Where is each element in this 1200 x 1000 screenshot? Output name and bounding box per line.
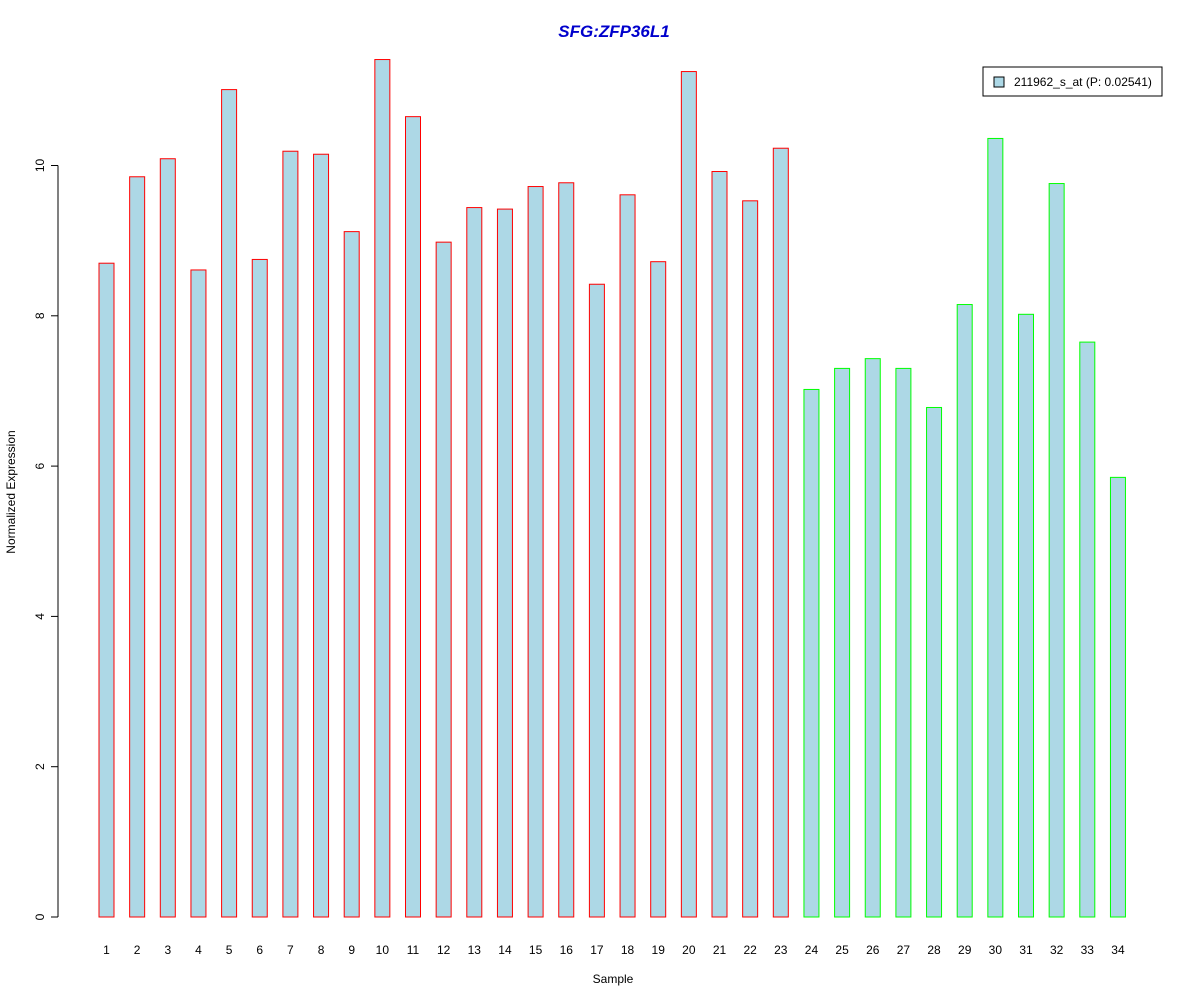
bar-sample-19 (650, 261, 667, 918)
y-tick-label: 10 (33, 159, 47, 173)
x-tick-label: 26 (866, 943, 880, 957)
bar-sample-16 (558, 182, 575, 918)
bar-sample-10 (374, 59, 391, 918)
bar-sample-17 (588, 283, 605, 918)
bar-sample-13 (466, 207, 483, 918)
bar-sample-23 (772, 147, 789, 918)
x-tick-label: 1 (103, 943, 110, 957)
x-tick-label: 10 (376, 943, 390, 957)
bar-sample-11 (405, 116, 421, 918)
bar-sample-4 (190, 269, 207, 918)
bar-sample-14 (496, 208, 513, 918)
legend: 211962_s_at (P: 0.02541) (982, 66, 1163, 97)
x-tick-label: 16 (560, 943, 574, 957)
bar-sample-30 (987, 137, 1004, 918)
x-tick-label: 14 (498, 943, 512, 957)
x-tick-label: 4 (195, 943, 202, 957)
bar-sample-25 (834, 367, 851, 918)
x-axis-label: Sample (593, 972, 634, 986)
bar-sample-1 (98, 262, 115, 918)
bar-sample-2 (129, 176, 146, 918)
x-tick-label: 25 (835, 943, 849, 957)
bar-sample-27 (895, 367, 912, 918)
x-tick-label: 27 (897, 943, 911, 957)
bar-sample-29 (956, 304, 973, 918)
bar-sample-3 (159, 158, 176, 918)
x-tick-label: 24 (805, 943, 819, 957)
x-tick-label: 2 (134, 943, 141, 957)
x-tick-label: 13 (468, 943, 482, 957)
x-tick-label: 5 (226, 943, 233, 957)
x-tick-label: 19 (652, 943, 666, 957)
x-tick-label: 6 (256, 943, 263, 957)
bar-sample-8 (313, 153, 330, 918)
bar-sample-33 (1079, 341, 1096, 918)
bar-sample-9 (343, 231, 360, 918)
y-tick-label: 8 (33, 312, 47, 319)
x-tick-label: 34 (1111, 943, 1125, 957)
x-tick-label: 29 (958, 943, 972, 957)
y-tick-label: 0 (33, 913, 47, 920)
x-tick-label: 15 (529, 943, 543, 957)
bar-sample-31 (1018, 313, 1034, 918)
legend-label: 211962_s_at (P: 0.02541) (1014, 75, 1152, 89)
y-axis-label: Normalized Expression (4, 430, 18, 553)
x-tick-label: 21 (713, 943, 727, 957)
x-tick-label: 28 (927, 943, 941, 957)
y-tick-label: 2 (33, 763, 47, 770)
x-tick-label: 8 (318, 943, 325, 957)
bar-sample-28 (926, 406, 943, 918)
x-tick-label: 33 (1081, 943, 1095, 957)
bar-sample-15 (527, 186, 544, 918)
x-tick-labels: 1 2 3 4 5 6 7 8 9 10 11 12 13 14 15 16 17 18 19 20 21 22 23 24 2… (103, 943, 1125, 957)
x-tick-label: 22 (743, 943, 757, 957)
legend-swatch (993, 76, 1005, 88)
x-tick-label: 9 (348, 943, 355, 957)
x-tick-label: 30 (989, 943, 1003, 957)
bar-sample-5 (221, 89, 238, 918)
bar-sample-32 (1048, 183, 1065, 918)
x-tick-label: 7 (287, 943, 294, 957)
x-tick-label: 23 (774, 943, 788, 957)
bar-sample-26 (864, 358, 881, 918)
x-tick-label: 32 (1050, 943, 1064, 957)
bar-sample-12 (435, 241, 452, 918)
x-tick-label: 18 (621, 943, 635, 957)
chart-title: SFG:ZFP36L1 (558, 22, 669, 41)
bar-sample-18 (619, 194, 636, 918)
x-tick-label: 3 (164, 943, 171, 957)
y-axis: 0 2 4 6 8 10 (33, 159, 59, 920)
x-tick-label: 11 (407, 943, 420, 957)
x-tick-label: 17 (590, 943, 604, 957)
bars-group (98, 59, 1126, 918)
bar-sample-21 (711, 171, 728, 918)
x-tick-label: 12 (437, 943, 451, 957)
bar-sample-24 (803, 388, 820, 918)
bar-sample-20 (680, 71, 697, 918)
y-tick-label: 4 (33, 613, 47, 620)
legend-box (982, 66, 1163, 97)
bar-sample-22 (742, 200, 759, 918)
x-tick-label: 20 (682, 943, 696, 957)
x-tick-label: 31 (1019, 943, 1033, 957)
bar-sample-6 (251, 258, 268, 918)
y-tick-label: 6 (33, 462, 47, 469)
bar-sample-34 (1109, 476, 1126, 918)
bar-sample-7 (282, 150, 299, 918)
